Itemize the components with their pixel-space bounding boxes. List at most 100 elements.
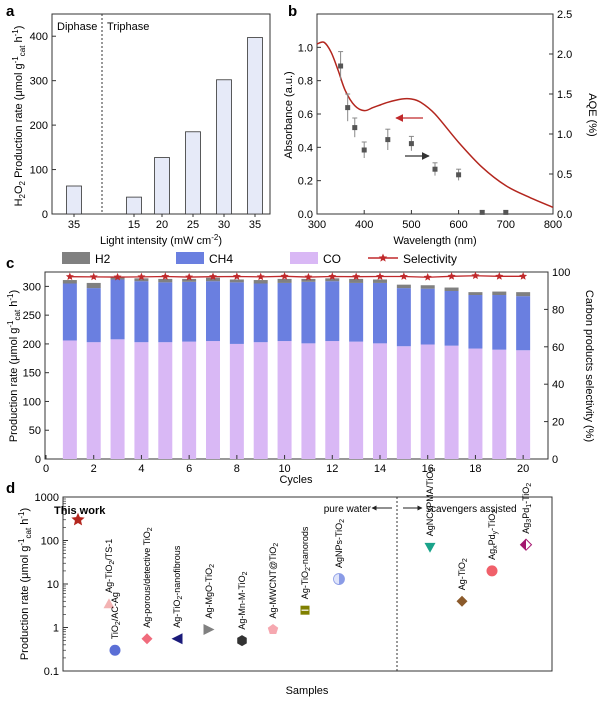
- panel-c-selectivity-marker: [89, 272, 98, 281]
- panel-d-point-marker: [203, 623, 215, 635]
- panel-b-ytick-left-label: 0.8: [298, 76, 313, 88]
- panel-d-point-label-part: /AC-Ag: [110, 592, 120, 621]
- panel-d-point-label-part: 2: [430, 468, 437, 472]
- panel-c-ytick-left-label: 200: [23, 339, 41, 351]
- panel-c-bar-h2: [206, 277, 220, 282]
- panel-c-bar-h2: [516, 292, 531, 297]
- panel-c-xtick-label: 6: [186, 463, 192, 475]
- panel-d-point-marker: [71, 512, 85, 526]
- panel-c-selectivity-marker: [328, 272, 337, 280]
- panel-d-point-label-part: Ag-porous/detective TiO: [142, 531, 152, 628]
- panel-d-point-label-part: 2: [177, 596, 184, 600]
- panel-b-xtick-label: 300: [308, 219, 326, 231]
- panel-c-ytick-left-label: 150: [23, 368, 41, 380]
- panel-c-bar-h2: [277, 278, 292, 283]
- panel-d-point-marker: [519, 538, 533, 551]
- panel-c-bar-ch4: [349, 282, 364, 342]
- panel-d-point-label: TiO2/AC-Ag: [110, 592, 122, 639]
- panel-d-point-label-part: /TS-1: [104, 539, 114, 561]
- panel-d-point-label-part: -nanorods: [300, 526, 310, 567]
- panel-d-point-label-part: Pd: [487, 534, 497, 545]
- panel-c-xtick-label: 14: [374, 463, 386, 475]
- panel-b-aqe-point: [385, 137, 391, 143]
- panel-c-bar-ch4: [134, 281, 149, 343]
- panel-d-point-label-part: x: [492, 545, 499, 549]
- panel-a-bar: [247, 37, 263, 215]
- panel-d-ytick-label: 0.1: [44, 666, 59, 678]
- panel-a-bars: [66, 37, 263, 215]
- panel-c-legend-selectivity-marker: [378, 253, 388, 262]
- panel-c-legend-selectivity: Selectivity: [403, 252, 457, 266]
- panel-c-bar-ch4: [325, 281, 340, 342]
- panel-c-legend-h2: H2: [95, 252, 111, 266]
- panel-d-point-marker: [300, 605, 310, 615]
- panel-a-xtick-label: 20: [156, 219, 168, 231]
- panel-c-letter: c: [6, 255, 14, 272]
- panel-d-point-label-part: 2: [242, 571, 249, 575]
- panel-c-bar-co: [158, 342, 173, 459]
- panel-d-point-label: Ag-TiO2-nanorods: [300, 526, 312, 599]
- panel-a-xtick-label: 35: [249, 219, 261, 231]
- panel-b-ytick-left-label: 1.0: [298, 42, 313, 54]
- panel-c-bar-h2: [253, 280, 268, 284]
- panel-b-ytick-left-label: 0.2: [298, 176, 313, 188]
- panel-c-bar-co: [253, 342, 268, 459]
- panel-c-selectivity-marker: [495, 272, 504, 280]
- panel-d-point-marker: [486, 565, 498, 577]
- panel-a-xtick-label: 30: [218, 219, 230, 231]
- panel-c-bar-h2: [468, 292, 483, 296]
- panel-d-point-label-part: 3: [526, 519, 533, 523]
- panel-c-bar-ch4: [62, 283, 77, 341]
- panel-c-selectivity-marker: [280, 272, 289, 280]
- panel-a-ylabel: H2O2 Production rate (μmol g-1cat h-1): [11, 26, 27, 207]
- panel-c-bar-ch4: [516, 296, 531, 351]
- panel-b-ytick-right-label: 2.0: [557, 49, 572, 61]
- panel-a-bar: [185, 131, 201, 215]
- panel-d-point-label-part: Ag-TiO: [172, 600, 182, 628]
- panel-c-xtick-label: 8: [234, 463, 240, 475]
- panel-d-ytick-label: 1000: [35, 492, 59, 504]
- panel-b-aqe-point: [456, 172, 462, 178]
- panel-d-point-label: Ag-porous/detective TiO2: [142, 527, 154, 628]
- panel-c-bar-co: [349, 341, 364, 459]
- panel-d-point-label-part: -TiO: [487, 514, 497, 531]
- panel-d-point-label-part: -nanofibrous: [172, 545, 182, 596]
- panel-d-marker-half-diamond-fill: [520, 539, 526, 551]
- panel-c-bar-h2: [444, 287, 459, 291]
- panel-c-bar-co: [492, 349, 507, 459]
- panel-d-label-this-work: This work: [54, 505, 106, 517]
- panel-b-aqe-point: [503, 209, 509, 215]
- panel-c-ytick-right-label: 20: [552, 417, 564, 429]
- panel-c-bar-co: [444, 345, 459, 459]
- panel-c-bar-ch4: [373, 282, 387, 344]
- panel-c-bar-ch4: [110, 279, 125, 340]
- panel-c-bar-co: [420, 344, 435, 459]
- panel-c-ytick-left-label: 250: [23, 310, 41, 322]
- panel-c-legend: H2 CH4 CO Selectivity: [62, 252, 457, 266]
- panel-c-xtick-label: 0: [43, 463, 49, 475]
- panel-c-ylabel-left: Production rate (μmol g-1cat h-1): [6, 290, 22, 442]
- panel-d-point-label-part: 2: [526, 483, 533, 487]
- panel-c-ylabel-right: Carbon products selectivity (%): [583, 290, 595, 442]
- panel-d-point-label-part: 2: [115, 621, 122, 625]
- panel-b-ylabel-left: Absorbance (a.u.): [283, 71, 295, 158]
- panel-d-point-marker: [103, 598, 115, 609]
- panel-a-xtick-label: 35: [68, 219, 80, 231]
- panel-c-bar-ch4: [396, 288, 411, 347]
- panel-c-selectivity-marker: [423, 273, 432, 281]
- panel-b-ytick-right-label: 0.0: [557, 209, 572, 221]
- panel-c-frame: [44, 271, 549, 460]
- panel-c-xtick-label: 2: [91, 463, 97, 475]
- panel-c-bar-ch4: [468, 295, 483, 349]
- panel-a-xtick-label: 25: [187, 219, 199, 231]
- panel-c-selectivity-marker: [471, 271, 480, 280]
- panel-c-bar-co: [325, 341, 340, 459]
- panel-c-selectivity-marker: [113, 272, 122, 281]
- panel-c-xtick-label: 12: [326, 463, 338, 475]
- panel-c-bar-ch4: [277, 282, 292, 342]
- panel-c-axes: 0 2 4 6 8 10 12 14 16 18 2005010015020025030002040…: [23, 267, 571, 475]
- panel-d-point-marker: [424, 542, 436, 553]
- panel-d-point-label-part: AgNPs-TiO: [334, 523, 344, 568]
- panel-a-bar: [216, 79, 232, 215]
- panel-c-legend-swatch-co: [290, 252, 318, 264]
